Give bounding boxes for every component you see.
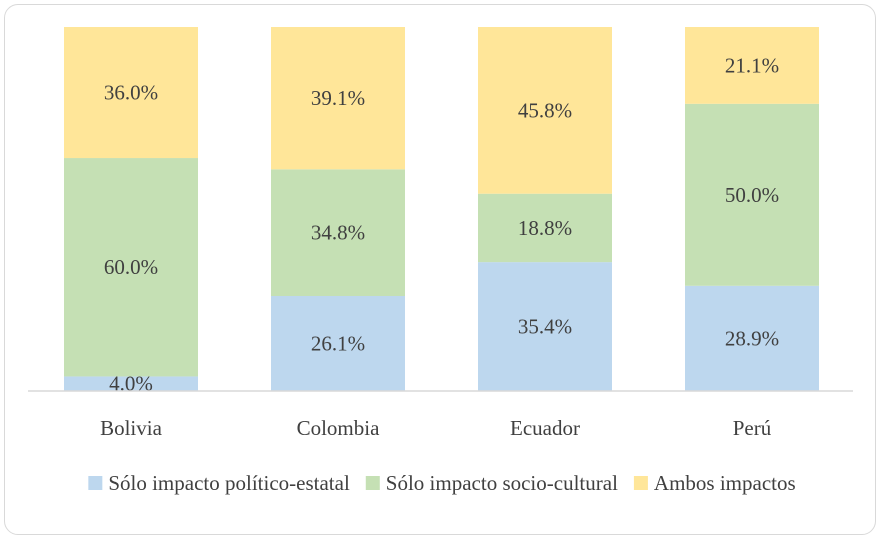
data-label-colombia-solo-impacto-socio-cultural: 34.8% xyxy=(311,221,365,245)
legend-swatch-ambos-impactos xyxy=(633,476,648,490)
legend-item-ambos-impactos: Ambos impactos xyxy=(633,471,796,495)
category-label-colombia: Colombia xyxy=(297,416,381,440)
legend: Sólo impacto político-estatal Sólo impact… xyxy=(88,471,796,495)
bar-segment-peru-solo-impacto-politico-estatal xyxy=(685,285,819,391)
bar-segment-peru-solo-impacto-socio-cultural xyxy=(685,103,819,286)
data-label-bolivia-solo-impacto-politico-estatal: 4.0% xyxy=(109,372,153,396)
data-label-ecuador-ambos-impactos: 45.8% xyxy=(518,98,572,122)
bar-segment-ecuador-solo-impacto-socio-cultural xyxy=(478,193,612,263)
data-label-peru-ambos-impactos: 21.1% xyxy=(725,53,779,77)
category-labels-layer: Bolivia Colombia Ecuador Perú xyxy=(100,416,772,440)
legend-label-solo-impacto-socio-cultural: Sólo impacto socio-cultural xyxy=(386,471,618,495)
data-label-ecuador-solo-impacto-politico-estatal: 35.4% xyxy=(518,315,572,339)
data-label-peru-solo-impacto-politico-estatal: 28.9% xyxy=(725,326,779,350)
segment-labels-layer: 4.0% 60.0% 36.0% 26.1% 34.8% 39.1% 35.4% 18.8% 4… xyxy=(104,53,779,395)
category-label-peru: Perú xyxy=(733,416,772,440)
bar-segment-colombia-solo-impacto-socio-cultural xyxy=(271,169,405,296)
category-label-ecuador: Ecuador xyxy=(510,416,580,440)
data-label-colombia-ambos-impactos: 39.1% xyxy=(311,86,365,110)
bar-segment-bolivia-ambos-impactos xyxy=(64,27,198,159)
bar-segment-bolivia-solo-impacto-socio-cultural xyxy=(64,158,198,377)
bar-segment-ecuador-ambos-impactos xyxy=(478,27,612,194)
legend-swatch-solo-impacto-socio-cultural xyxy=(365,476,380,490)
bar-segment-colombia-ambos-impactos xyxy=(271,27,405,170)
data-label-ecuador-solo-impacto-socio-cultural: 18.8% xyxy=(518,216,572,240)
category-label-bolivia: Bolivia xyxy=(100,416,163,440)
data-label-bolivia-solo-impacto-socio-cultural: 60.0% xyxy=(104,255,158,279)
bar-segment-ecuador-solo-impacto-politico-estatal xyxy=(478,262,612,391)
legend-swatch-solo-impacto-politico-estatal xyxy=(88,476,103,490)
bars-layer xyxy=(64,27,819,391)
data-label-bolivia-ambos-impactos: 36.0% xyxy=(104,81,158,105)
legend-label-ambos-impactos: Ambos impactos xyxy=(654,471,796,495)
legend-label-solo-impacto-politico-estatal: Sólo impacto político-estatal xyxy=(108,471,350,495)
bar-segment-colombia-solo-impacto-politico-estatal xyxy=(271,295,405,391)
legend-item-solo-impacto-politico-estatal: Sólo impacto político-estatal xyxy=(88,471,350,495)
data-label-colombia-solo-impacto-politico-estatal: 26.1% xyxy=(311,331,365,355)
bar-segment-bolivia-solo-impacto-politico-estatal xyxy=(64,376,198,391)
bar-segment-peru-ambos-impactos xyxy=(685,27,819,104)
data-label-peru-solo-impacto-socio-cultural: 50.0% xyxy=(725,183,779,207)
legend-item-solo-impacto-socio-cultural: Sólo impacto socio-cultural xyxy=(365,471,618,495)
